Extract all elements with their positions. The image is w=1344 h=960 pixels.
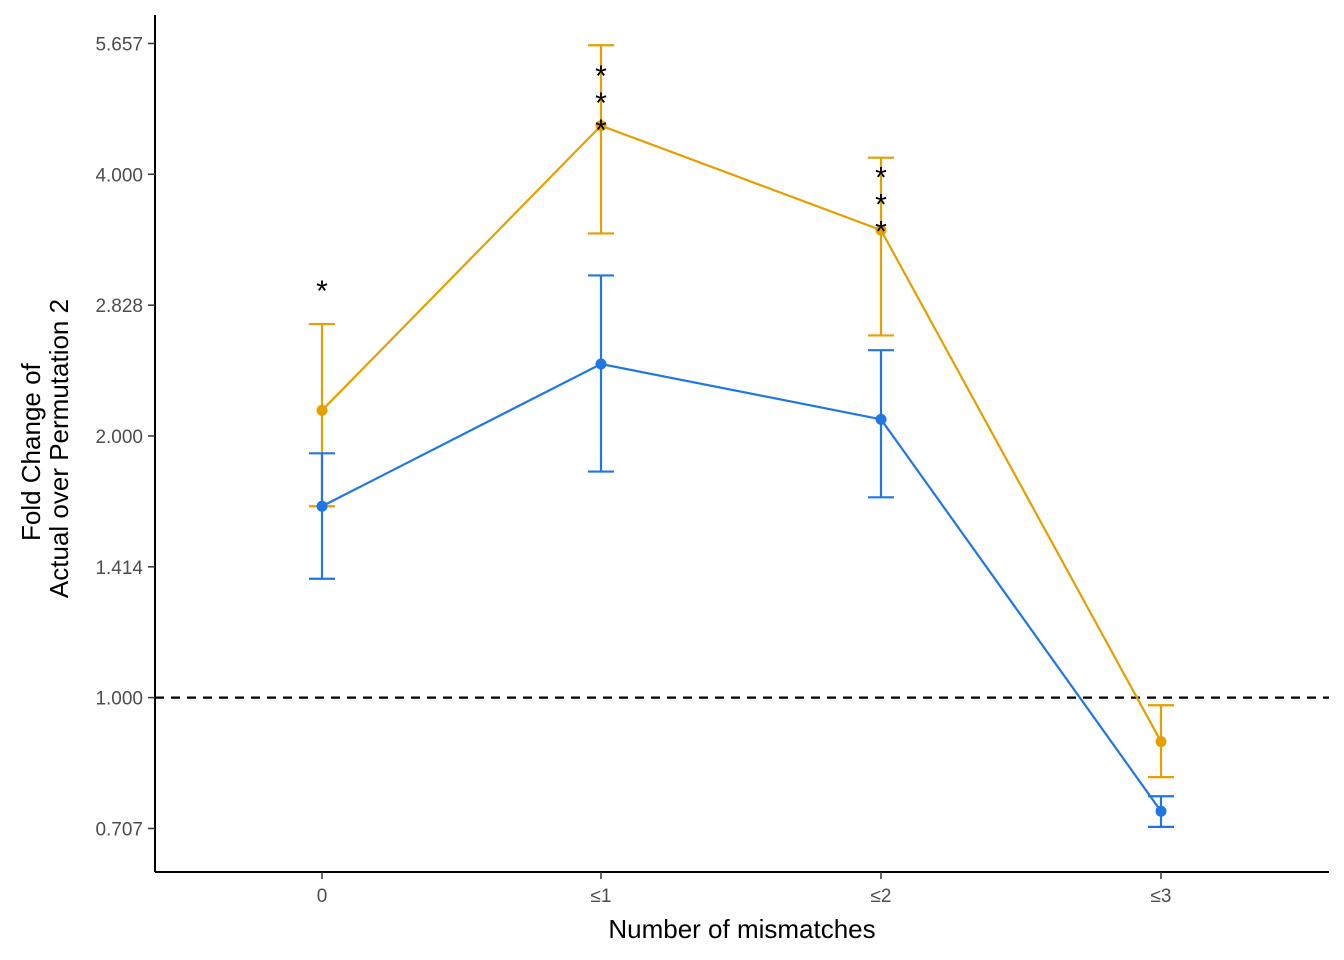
data-point bbox=[1155, 805, 1167, 817]
y-tick-label: 4.000 bbox=[95, 165, 143, 186]
x-tick-label: ≤3 bbox=[1151, 886, 1172, 907]
data-point bbox=[875, 413, 887, 425]
y-axis-title-line-1: Fold Change of bbox=[16, 362, 46, 541]
y-axis-title-line-2: Actual over Permutation 2 bbox=[44, 299, 74, 598]
y-tick-label: 0.707 bbox=[95, 819, 143, 840]
significance-star: * bbox=[595, 60, 607, 93]
annotations-group: ******* bbox=[316, 60, 887, 308]
data-point bbox=[1155, 736, 1167, 748]
data-point bbox=[875, 224, 887, 236]
significance-star: * bbox=[316, 275, 328, 308]
data-point bbox=[316, 500, 328, 512]
y-tick-label: 5.657 bbox=[95, 34, 143, 55]
data-point bbox=[316, 404, 328, 416]
axes: 0.707 1.000 1.414 2.000 2.828 4.000 5.657 0 ≤1 ≤2… bbox=[95, 15, 1329, 907]
series-line bbox=[321, 362, 1162, 812]
significance-star: * bbox=[875, 189, 887, 222]
significance-star: * bbox=[875, 162, 887, 195]
y-tick-label: 1.000 bbox=[95, 689, 143, 710]
data-point bbox=[595, 120, 607, 132]
y-tick-label: 1.414 bbox=[95, 558, 143, 579]
y-tick-label: 2.000 bbox=[95, 427, 143, 448]
x-tick-label: 0 bbox=[317, 886, 328, 907]
x-tick-label: ≤1 bbox=[591, 886, 612, 907]
significance-star: * bbox=[595, 114, 607, 147]
significance-star: * bbox=[875, 216, 887, 249]
data-point bbox=[595, 358, 607, 370]
x-tick-label: ≤2 bbox=[871, 886, 892, 907]
series-group bbox=[309, 44, 1174, 828]
x-axis-title: Number of mismatches bbox=[608, 914, 875, 944]
y-axis-title: Fold Change of Actual over Permutation 2 bbox=[16, 299, 74, 598]
series-line bbox=[321, 124, 1162, 743]
series-2 bbox=[309, 274, 1174, 828]
series-1 bbox=[309, 44, 1174, 779]
significance-star: * bbox=[595, 87, 607, 120]
y-tick-label: 2.828 bbox=[95, 296, 143, 317]
